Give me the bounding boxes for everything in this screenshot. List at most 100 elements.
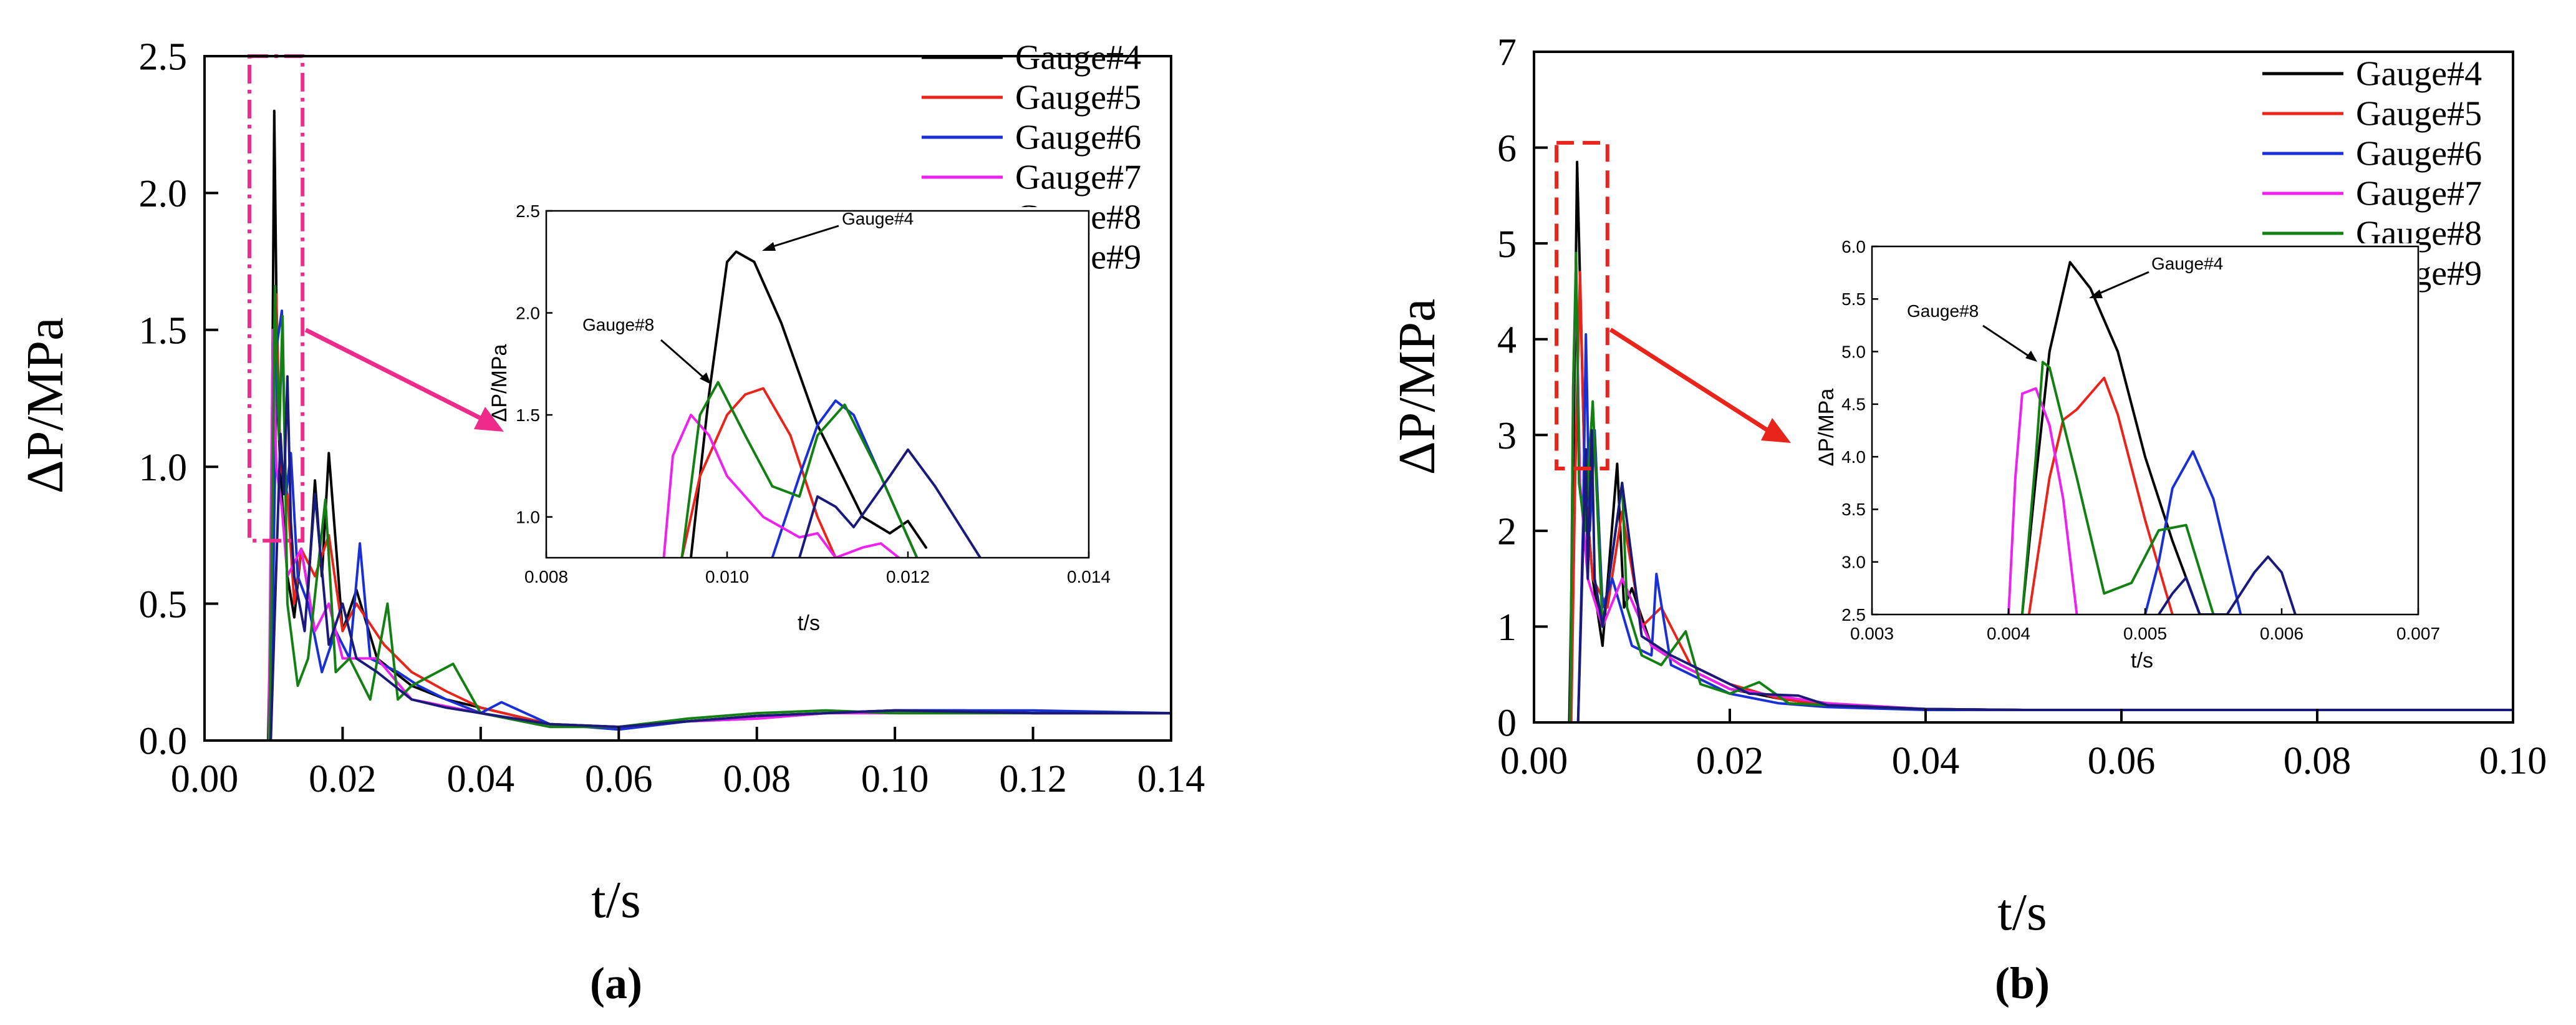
panel-b-inset-y-tick-label: 5.5 [1841,289,1866,309]
panel-b-inset: 0.003 0.004 0.005 0.006 0.007 2.5 3.0 3.5 4.0 4.… [1815,237,2440,673]
panel-a-inset-y-tick-label: 1.0 [516,508,540,527]
panel-a-x-tick-label: 0.04 [447,758,515,800]
panel-b-inset-x-axis-title: t/s [2131,649,2153,673]
panel-b-y-tick-label: 7 [1497,32,1517,74]
panel-b-x-tick-label: 0.08 [2284,740,2352,782]
series-line-gauge8 [203,284,1172,742]
panel-b-y-tick-label: 3 [1497,415,1517,457]
panel-b-y-tick-labels: 0 1 2 3 4 5 6 7 [1497,32,1517,745]
svg-text:Gauge#4: Gauge#4 [2151,254,2223,273]
panel-a-inset-y-axis-title: ΔP/MPa [488,344,511,422]
series-line-gauge5 [680,387,837,558]
series-line-gauge9 [1533,429,2514,724]
panel-b-inset-y-tick-label: 4.5 [1841,395,1866,414]
series-line-gauge7 [2007,387,2078,615]
panel-b-inset-x-tick-label: 0.004 [1987,624,2030,643]
panel-b-x-tick-labels: 0.00 0.02 0.04 0.06 0.08 0.10 [1500,740,2547,782]
panel-a-y-tick-label: 0.5 [139,583,188,626]
panel-a: 0.00 0.02 0.04 0.06 0.08 0.10 0.12 0.14 0.0 0.5 1… [16,36,1205,1008]
series-line-gauge4 [2020,261,2201,615]
panel-a-inset-y-tick-label: 1.5 [516,406,540,425]
series-line-gauge6 [2144,450,2242,615]
panel-a-inset-x-axis-title: t/s [798,611,820,635]
svg-text:Gauge#4: Gauge#4 [842,209,914,228]
panel-a-y-tick-label: 1.0 [139,447,188,489]
panel-b-x-tick-label: 0.02 [1696,740,1764,782]
panel-a-inset: 0.008 0.010 0.012 0.014 1.0 1.5 2.0 2.5 t/s ΔP… [488,202,1111,635]
panel-a-x-tick-label: 0.00 [171,758,239,800]
panel-a-inset-x-tick-label: 0.008 [524,567,568,586]
panel-a-y-tick-label: 2.0 [139,173,188,215]
panel-b: 0.00 0.02 0.04 0.06 0.08 0.10 0 1 2 3 4 5 6 7 t/s ΔP… [1388,32,2547,1008]
panel-b-x-tick-label: 0.00 [1500,740,1568,782]
panel-a-inset-series [662,250,982,558]
panel-b-y-tick-label: 5 [1497,223,1517,266]
panel-b-x-tick-label: 0.04 [1892,740,1960,782]
panel-b-inset-y-tick-labels: 2.5 3.0 3.5 4.0 4.5 5.0 5.5 6.0 [1841,237,1866,624]
panel-a-inset-x-tick-label: 0.010 [705,567,749,586]
panel-a-x-tick-label: 0.02 [309,758,377,800]
panel-b-y-tick-label: 4 [1497,319,1517,361]
panel-b-y-tick-label: 1 [1497,606,1517,649]
panel-a-x-tick-label: 0.10 [861,758,929,800]
panel-a-x-tick-label: 0.08 [723,758,791,800]
panel-b-inset-y-axis-title: ΔP/MPa [1815,389,1838,467]
panel-a-y-tick-label: 0.0 [139,721,188,763]
legend-entry: Gauge#6 [1015,118,1141,157]
panel-b-inset-x-tick-label: 0.006 [2260,624,2303,643]
panel-a-inset-x-tick-label: 0.012 [886,567,930,586]
panel-b-inset-x-tick-labels: 0.003 0.004 0.005 0.006 0.007 [1850,624,2440,643]
panel-b-y-tick-label: 6 [1497,127,1517,170]
panel-b-x-axis-title: t/s [1997,883,2047,941]
panel-b-inset-x-tick-label: 0.005 [2123,624,2167,643]
panel-b-y-axis-title: ΔP/MPa [1388,299,1446,475]
panel-b-inset-x-tick-label: 0.003 [1850,624,1894,643]
panel-a-inset-annotation-gauge8: Gauge#8 [582,315,711,384]
series-line-gauge5 [2027,376,2174,615]
panel-b-inset-y-tick-label: 4.0 [1841,447,1866,467]
legend-entry: Gauge#7 [2356,174,2482,213]
panel-a-x-tick-label: 0.14 [1137,758,1205,800]
legend-entry: Gauge#6 [2356,134,2482,173]
panel-a-label: (a) [590,958,642,1008]
panel-a-x-tick-label: 0.12 [999,758,1067,800]
panel-a-y-tick-label: 1.5 [139,310,188,352]
panel-a-x-tick-label: 0.06 [585,758,653,800]
panel-b-label: (b) [1995,958,2050,1008]
panel-b-inset-annotation-gauge4: Gauge#4 [2089,254,2223,298]
svg-text:Gauge#8: Gauge#8 [1907,301,1979,321]
series-line-gauge7 [662,414,900,558]
panel-b-inset-series [2007,261,2297,615]
panel-a-series [203,109,1172,742]
panel-a-inset-x-tick-labels: 0.008 0.010 0.012 0.014 [524,567,1111,586]
panel-b-inset-axes [1871,245,2419,616]
panel-a-x-tick-labels: 0.00 0.02 0.04 0.06 0.08 0.10 0.12 0.14 [171,758,1205,800]
panel-a-inset-y-tick-label: 2.0 [516,304,540,323]
legend-entry: Gauge#5 [1015,78,1141,117]
panel-b-x-tick-label: 0.10 [2479,740,2547,782]
series-line-gauge8 [2020,361,2215,615]
series-line-gauge8 [680,381,919,558]
legend-entry: Gauge#4 [1015,38,1141,77]
series-line-gauge9 [203,375,1172,742]
series-line-gauge9 [798,448,982,558]
panel-a-inset-y-tick-labels: 1.0 1.5 2.0 2.5 [516,202,540,527]
panel-b-inset-y-tick-label: 3.5 [1841,500,1866,519]
panel-a-y-axis-title: ΔP/MPa [16,318,74,494]
panel-b-inset-y-tick-label: 5.0 [1841,342,1866,361]
panel-b-highlight-box [1555,140,1609,471]
panel-a-inset-annotation-gauge4: Gauge#4 [762,209,914,251]
legend-entry: Gauge#4 [2356,54,2482,93]
svg-text:Gauge#8: Gauge#8 [582,315,654,334]
panel-a-inset-axes [545,210,1090,559]
panel-b-series [1533,160,2514,724]
panel-a-zoom-arrow [304,328,504,432]
panel-a-axes [203,55,1172,742]
panel-b-axes [1533,51,2514,724]
panel-b-inset-x-tick-label: 0.007 [2396,624,2440,643]
panel-a-x-axis-title: t/s [591,871,640,929]
panel-b-y-tick-label: 0 [1497,702,1517,745]
panel-b-zoom-arrow [1609,328,1791,443]
panel-b-inset-y-tick-label: 3.0 [1841,553,1866,572]
